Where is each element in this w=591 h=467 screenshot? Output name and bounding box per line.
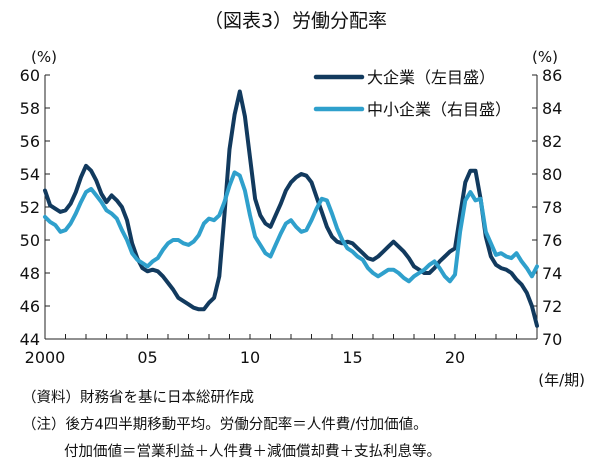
left-tick-label: 60 xyxy=(20,66,40,85)
x-tick-label: 05 xyxy=(137,348,157,367)
left-tick-label: 46 xyxy=(20,297,40,316)
series-line-large xyxy=(43,89,539,328)
series-lines xyxy=(43,89,539,328)
right-tick-label: 82 xyxy=(542,132,562,151)
x-tick-label: 2000 xyxy=(25,348,66,367)
right-axis-unit: (%) xyxy=(532,48,558,66)
right-tick-label: 80 xyxy=(542,165,562,184)
axes: 60 58 56 54 52 50 48 46 44 86 84 82 80 78 76 74 72 70 2000… xyxy=(20,48,585,389)
right-tick-label: 84 xyxy=(542,99,562,118)
right-tick-label: 76 xyxy=(542,231,562,250)
left-tick-label: 54 xyxy=(20,165,40,184)
right-tick-label: 86 xyxy=(542,66,562,85)
left-tick-label: 50 xyxy=(20,231,40,250)
left-tick-label: 44 xyxy=(20,330,40,349)
legend: 大企業（左目盛） 中小企業（右目盛） xyxy=(313,68,511,119)
chart-title: （図表3）労働分配率 xyxy=(203,10,388,32)
right-tick-label: 78 xyxy=(542,198,562,217)
series-line-sme xyxy=(43,170,539,284)
x-axis-unit: (年/期) xyxy=(538,371,585,389)
right-tick-label: 70 xyxy=(542,330,562,349)
x-tick-label: 20 xyxy=(445,348,465,367)
source-note: （資料）財務省を基に日本総研作成 xyxy=(22,390,254,406)
footnote-1: （注）後方4四半期移動平均。労働分配率＝人件費/付加価値。 xyxy=(22,417,428,433)
legend-label: 大企業（左目盛） xyxy=(367,68,495,87)
left-tick-label: 58 xyxy=(20,99,40,118)
left-tick-label: 48 xyxy=(20,264,40,283)
right-tick-label: 74 xyxy=(542,264,562,283)
legend-label: 中小企業（右目盛） xyxy=(367,100,511,119)
x-tick-label: 15 xyxy=(342,348,362,367)
x-tick-label: 10 xyxy=(240,348,260,367)
left-tick-label: 52 xyxy=(20,198,40,217)
right-tick-label: 72 xyxy=(542,297,562,316)
left-axis-unit: (%) xyxy=(31,48,57,66)
footnote-2: 付加価値＝営業利益＋人件費＋減価償却費＋支払利息等。 xyxy=(64,444,441,460)
left-tick-label: 56 xyxy=(20,132,40,151)
